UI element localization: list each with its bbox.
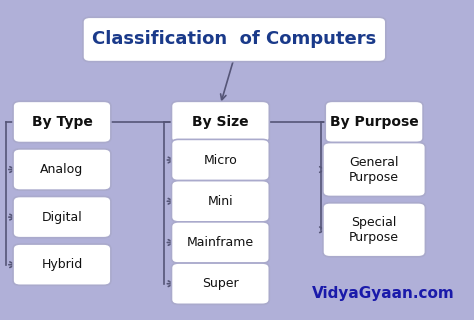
FancyBboxPatch shape: [323, 203, 426, 257]
FancyBboxPatch shape: [172, 180, 269, 222]
FancyBboxPatch shape: [13, 101, 111, 142]
FancyBboxPatch shape: [172, 140, 269, 180]
Text: VidyaGyaan.com: VidyaGyaan.com: [312, 286, 455, 301]
Text: Micro: Micro: [203, 154, 237, 166]
Text: Analog: Analog: [40, 163, 83, 176]
Text: Mainframe: Mainframe: [187, 236, 254, 249]
Text: Classification  of Computers: Classification of Computers: [92, 30, 376, 48]
Text: Digital: Digital: [42, 211, 82, 224]
Text: Hybrid: Hybrid: [41, 258, 82, 271]
Text: Mini: Mini: [208, 195, 233, 208]
FancyBboxPatch shape: [13, 244, 111, 285]
FancyBboxPatch shape: [325, 101, 423, 142]
FancyBboxPatch shape: [172, 101, 269, 142]
Text: General
Purpose: General Purpose: [349, 156, 399, 183]
Text: Special
Purpose: Special Purpose: [349, 216, 399, 244]
FancyBboxPatch shape: [83, 17, 386, 62]
FancyBboxPatch shape: [13, 196, 111, 238]
Text: By Size: By Size: [192, 115, 249, 129]
Text: Super: Super: [202, 277, 239, 290]
FancyBboxPatch shape: [13, 149, 111, 190]
Text: By Purpose: By Purpose: [330, 115, 419, 129]
FancyBboxPatch shape: [323, 142, 426, 196]
Text: By Type: By Type: [32, 115, 92, 129]
FancyBboxPatch shape: [172, 263, 269, 304]
FancyBboxPatch shape: [172, 222, 269, 263]
